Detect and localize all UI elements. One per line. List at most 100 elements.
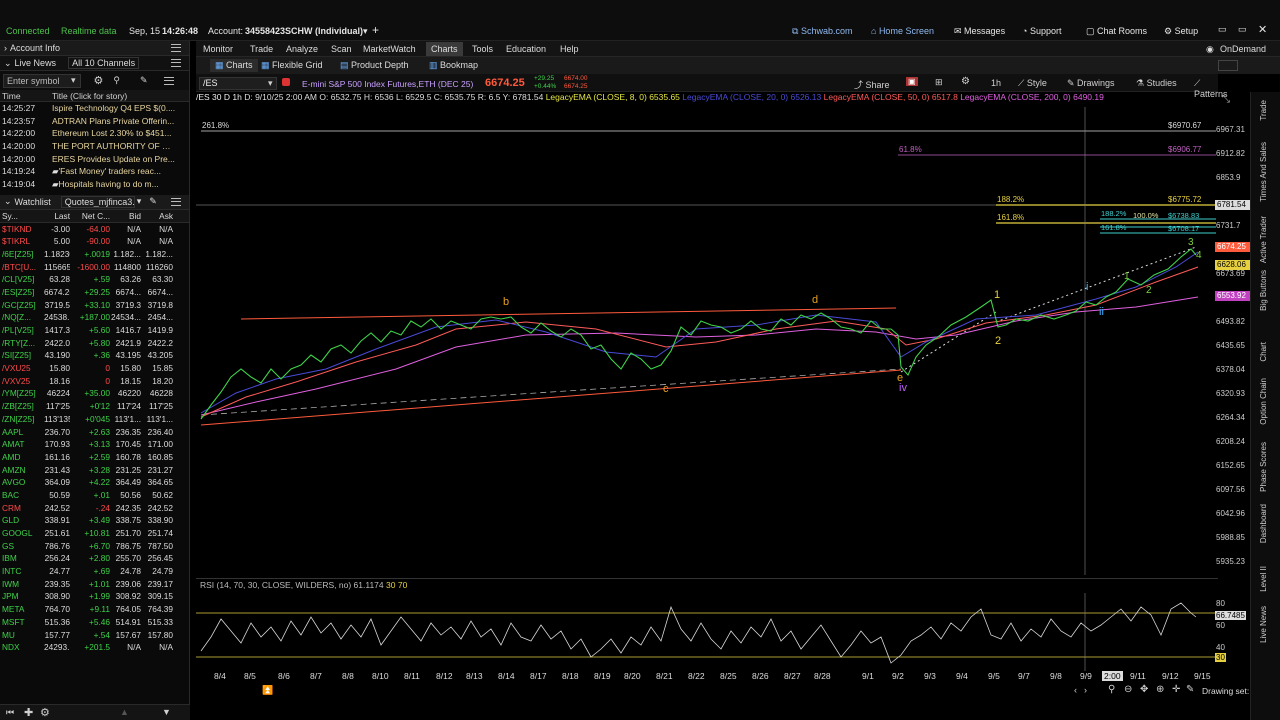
menu-marketwatch[interactable]: MarketWatch (363, 44, 416, 54)
close-icon[interactable]: ✕ (1258, 24, 1268, 36)
add-icon[interactable]: + (372, 23, 380, 37)
menu-analyze[interactable]: Analyze (286, 44, 319, 54)
news-item[interactable]: 14:23:57 ADTRAN Plans Private Offerin... (0, 115, 189, 128)
watchlist-row[interactable]: AVGO 364.09 +4.22 364.49 364.65 (0, 476, 189, 489)
menu-scan[interactable]: Scan (331, 44, 352, 54)
symbol-dropdown-icon[interactable]: ▾ (268, 78, 273, 88)
watchlist-row[interactable]: /YM[Z25] 46224 +35.00 46220 46228 (0, 387, 189, 400)
menu-monitor[interactable]: Monitor (203, 44, 234, 54)
gadget-tab[interactable]: Live News (1259, 606, 1268, 643)
drawing-set-selector[interactable]: Drawing set: Default (1202, 686, 1279, 696)
watchlist-row[interactable]: BAC 50.59 +.01 50.56 50.62 (0, 489, 189, 502)
ondemand-button[interactable]: OnDemand (1220, 44, 1267, 54)
watchlist-header[interactable]: ⌄ Watchlist Quotes_mjfinca3... ▾ ✎ (0, 194, 189, 210)
watchlist-row[interactable]: $TIKND -3.00 -64.00 N/A N/A (0, 223, 189, 236)
gear-icon[interactable]: ⚙ (40, 707, 50, 719)
tab-flexible-grid[interactable]: ▦ Flexible Grid (261, 60, 323, 70)
news-item[interactable]: 14:20:00 THE PORT AUTHORITY OF NE... (0, 140, 189, 153)
watchlist-row[interactable]: /CL[V25] 63.28 +.59 63.26 63.30 (0, 273, 189, 286)
scroll-left-icon[interactable]: ‹ (1074, 685, 1077, 695)
watchlist-row[interactable]: CRM 242.52 -.24 242.35 242.52 (0, 502, 189, 515)
live-news-header[interactable]: ⌄ Live News All 10 Channels (0, 56, 189, 71)
watchlist-row[interactable]: /PL[V25] 1417.3 +5.60 1416.7 1419.9 (0, 324, 189, 337)
watchlist-row[interactable]: /ZN[Z25] 113'135 +0'045 113'1... 113'1... (0, 413, 189, 426)
menu-tools[interactable]: Tools (472, 44, 494, 54)
channel-filter[interactable]: All 10 Channels (68, 57, 140, 69)
ema20-label[interactable]: LegacyEMA (CLOSE, 20, 0) (682, 92, 789, 102)
maximize-icon[interactable]: ▭ (1238, 24, 1247, 34)
snapshot-icon[interactable]: ▣ (906, 77, 918, 86)
watchlist-row[interactable]: /GC[Z25] 3719.5 +33.10 3719.3 3719.8 (0, 299, 189, 312)
watchlist-row[interactable]: NDX 24293... +201.5 N/A N/A (0, 641, 189, 652)
news-item[interactable]: 14:22:00 Ethereum Lost 2.30% to $451... (0, 127, 189, 140)
layout-icon[interactable] (1218, 60, 1238, 71)
watchlist-row[interactable]: GOOGL 251.61 +10.81 251.70 251.74 (0, 527, 189, 540)
scroll-to-start-icon[interactable]: ⏫ (262, 685, 274, 695)
symbol-dropdown-icon[interactable]: ▾ (71, 75, 76, 85)
gadget-tab[interactable]: Option Chain (1259, 378, 1268, 425)
zoom-out-icon[interactable]: ⊖ (1124, 684, 1133, 695)
pencil-icon[interactable]: ✎ (149, 196, 157, 207)
chart-symbol-input[interactable]: /ES (199, 77, 277, 90)
share-button[interactable]: ⤴ Share (854, 80, 890, 90)
menu-help[interactable]: Help (560, 44, 579, 54)
watchlist-row[interactable]: $TIKRL 5.00 -90.00 N/A N/A (0, 235, 189, 248)
symbol-input[interactable]: Enter symbol (3, 73, 81, 88)
watchlist-row[interactable]: /VXV25 18.16 0 18.15 18.20 (0, 375, 189, 388)
account-selector[interactable]: 34558423SCHW (Individual) (245, 26, 364, 36)
gadget-tab[interactable]: Trade (1259, 100, 1268, 121)
ema8-label[interactable]: LegacyEMA (CLOSE, 8, 0) (545, 92, 647, 102)
grid-layout-icon[interactable]: ⊞ (935, 77, 943, 87)
filter-icon[interactable]: ⚲ (113, 75, 120, 85)
account-dropdown-icon[interactable]: ▾ (363, 26, 368, 36)
patterns-button[interactable]: ⟋ Patterns (1194, 78, 1228, 99)
zoom-in-icon[interactable]: ⊕ (1156, 684, 1165, 695)
col-bid[interactable]: Bid (129, 210, 141, 221)
news-item[interactable]: 14:19:04 ▰ Hospitals having to do m... (0, 178, 189, 191)
scroll-down-icon[interactable]: ▼ (162, 707, 171, 717)
tab-bookmap[interactable]: ▥ Bookmap (429, 60, 479, 70)
col-ask[interactable]: Ask (159, 210, 173, 221)
menu-charts[interactable]: Charts (426, 42, 463, 56)
messages-button[interactable]: ✉ Messages (954, 26, 1006, 36)
watchlist-row[interactable]: /RTY[Z... 2422.0 +5.80 2421.9 2422.2 (0, 337, 189, 350)
watchlist-row[interactable]: /6E[Z25]1.18230+.00191.182...1.182... (0, 248, 189, 261)
pencil-icon[interactable]: ✎ (140, 75, 148, 85)
menu-trade[interactable]: Trade (250, 44, 274, 54)
ema50-label[interactable]: LegacyEMA (CLOSE, 50, 0) (823, 92, 930, 102)
watchlist-selector[interactable]: Quotes_mjfinca3... (60, 195, 135, 208)
news-item[interactable]: 14:25:27 Ispire Technology Q4 EPS $(0.... (0, 102, 189, 115)
menu-icon[interactable] (171, 44, 181, 52)
gear-icon[interactable]: ⚙ (961, 76, 970, 87)
chat-rooms-button[interactable]: ▢ Chat Rooms (1086, 26, 1148, 36)
rsi-label[interactable]: RSI (14, 70, 30, CLOSE, WILDERS, no) (200, 580, 352, 590)
col-net-change[interactable]: Net C... (81, 210, 110, 221)
menu-icon[interactable] (171, 197, 181, 206)
col-symbol[interactable]: Sy... (2, 210, 18, 221)
watchlist-row[interactable]: /VXU25 15.80 0 15.80 15.85 (0, 362, 189, 375)
watchlist-row[interactable]: AAPL 236.70 +2.63 236.35 236.40 (0, 426, 189, 439)
watchlist-row[interactable]: MSFT 515.36 +5.46 514.91 515.33 (0, 616, 189, 629)
gadget-tab[interactable]: Level II (1259, 566, 1268, 592)
watchlist-row[interactable]: AMAT 170.93 +3.13 170.45 171.00 (0, 438, 189, 451)
setup-button[interactable]: ⚙ Setup (1164, 26, 1199, 36)
play-icon[interactable]: ◉ (1206, 44, 1214, 54)
price-chart-canvas[interactable]: 261.8% $6970.67 61.8% $6906.77 188.2% $6… (196, 107, 1218, 575)
watchlist-row[interactable]: IWM 239.35 +1.01 239.06 239.17 (0, 578, 189, 591)
watchlist-row[interactable]: /SI[Z25] 43.190 +.36 43.195 43.205 (0, 349, 189, 362)
gadget-tab[interactable]: Big Buttons (1259, 270, 1268, 311)
ema200-label[interactable]: LegacyEMA (CLOSE, 200, 0) (960, 92, 1071, 102)
rsi-canvas[interactable] (196, 579, 1218, 671)
gadget-tab[interactable]: Chart (1259, 342, 1268, 362)
watchlist-row[interactable]: /ES[Z25] 6674.25 +29.25 6674... 6674... (0, 286, 189, 299)
news-item[interactable]: 14:20:00 ERES Provides Update on Pre... (0, 153, 189, 166)
account-info-header[interactable]: › Account Info (0, 41, 189, 56)
watchlist-row[interactable]: JPM 308.90 +1.99 308.92 309.15 (0, 590, 189, 603)
news-col-title[interactable]: Title (Click for story) (52, 91, 128, 101)
scroll-up-icon[interactable]: ▲ (120, 707, 129, 717)
watchlist-row[interactable]: META 764.70 +9.11 764.05 764.39 (0, 603, 189, 616)
watchlist-row[interactable]: AMD 161.16 +2.59 160.78 160.85 (0, 451, 189, 464)
minimize-icon[interactable]: ▭ (1218, 24, 1227, 34)
gadget-tab[interactable]: Active Trader (1259, 216, 1268, 264)
